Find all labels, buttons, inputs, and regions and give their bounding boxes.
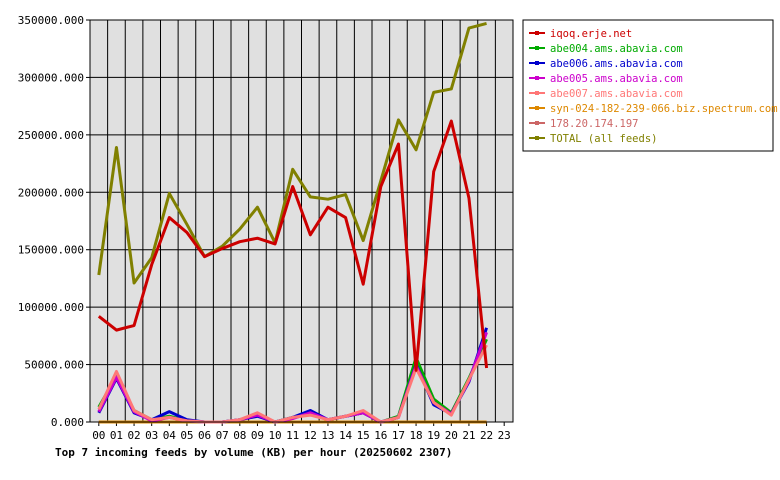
legend-swatch-marker [535,136,539,140]
x-tick-label: 11 [286,429,299,442]
series-line [97,119,489,372]
x-tick-label: 05 [180,429,193,442]
x-tick-label: 00 [92,429,105,442]
y-tick-label: 50000.000 [24,359,84,372]
x-tick-label: 22 [480,429,493,442]
x-tick-label: 01 [110,429,123,442]
y-tick-label: 200000.000 [18,186,84,199]
legend-swatch-marker [535,61,539,65]
x-tick-label: 09 [251,429,264,442]
y-axis-ticks: 0.000 50000.000 100000.000 150000.000 200000… [18,14,90,429]
series-line [97,344,488,424]
y-tick-label: 100000.000 [18,301,84,314]
legend: iqoq.erje.net abe004.ams.abavia.com abe006… [522,19,778,152]
y-tick-label: 150000.000 [18,244,84,257]
x-tick-label: 08 [233,429,246,442]
x-tick-label: 04 [163,429,177,442]
x-tick-label: 07 [216,429,229,442]
x-tick-label: 18 [409,429,422,442]
chart-title: Top 7 incoming feeds by volume (KB) per … [55,446,452,459]
x-tick-label: 06 [198,429,211,442]
x-tick-label: 16 [374,429,387,442]
legend-label: abe004.ams.abavia.com [550,43,683,55]
x-tick-label: 21 [462,429,475,442]
legend-swatch-marker [535,76,539,80]
y-tick-label: 300000.000 [18,71,84,84]
y-tick-label: 250000.000 [18,129,84,142]
legend-swatch-marker [535,91,539,95]
x-tick-label: 10 [268,429,281,442]
series-line [97,21,487,285]
y-tick-label: 350000.000 [18,14,84,27]
plot-frame [89,19,514,423]
x-tick-label: 19 [427,429,440,442]
legend-swatch-marker [535,31,539,35]
x-tick-label: 02 [127,429,140,442]
legend-swatch-marker [535,46,539,50]
legend-label: abe007.ams.abavia.com [550,88,683,100]
x-axis-ticks: 00 01 02 03 04 05 06 07 08 09 10 11 12 13 14 15 16 17 18 19… [92,422,511,442]
x-tick-label: 03 [145,429,158,442]
legend-label: syn-024-182-239-066.biz.spectrum.com [550,103,778,115]
x-tick-label: 15 [357,429,370,442]
x-tick-label: 23 [498,429,511,442]
x-tick-label: 13 [321,429,334,442]
x-tick-label: 17 [392,429,405,442]
x-tick-label: 20 [445,429,458,442]
legend-label: iqoq.erje.net [550,28,632,40]
legend-label: 178.20.174.197 [550,118,639,130]
y-tick-label: 0.000 [51,416,84,429]
legend-label: abe006.ams.abavia.com [550,58,683,70]
legend-swatch-marker [535,106,539,110]
legend-label: abe005.ams.abavia.com [550,73,683,85]
x-tick-label: 12 [304,429,317,442]
legend-box [522,19,774,152]
x-tick-label: 14 [339,429,353,442]
legend-swatch-marker [535,121,539,125]
legend-label: TOTAL (all feeds) [550,133,657,145]
